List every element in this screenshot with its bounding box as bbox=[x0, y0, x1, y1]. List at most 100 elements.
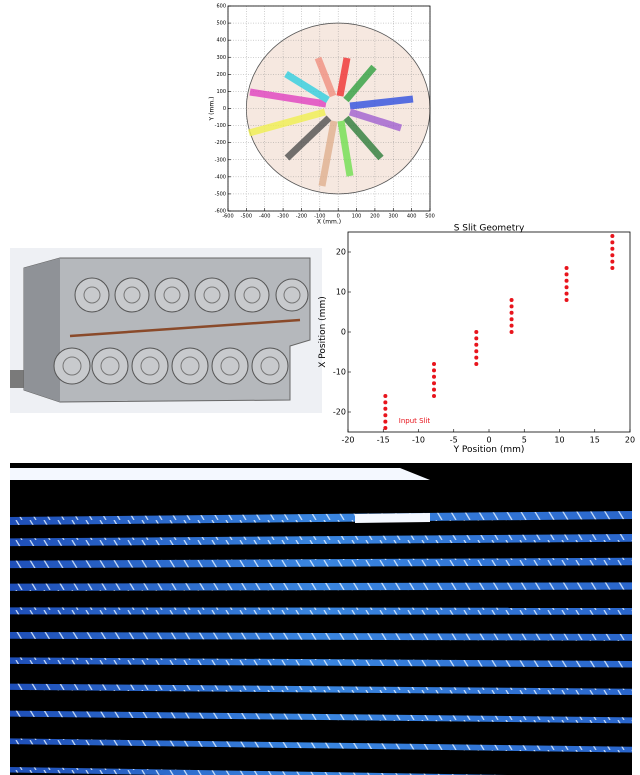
point bbox=[610, 240, 614, 244]
x-tick-label: -500 bbox=[241, 214, 252, 220]
y-tick-label: -100 bbox=[215, 123, 226, 129]
mount bbox=[276, 279, 308, 311]
mount bbox=[75, 278, 109, 312]
x-tick-label: 500 bbox=[425, 214, 435, 220]
point bbox=[510, 330, 514, 334]
point bbox=[610, 234, 614, 238]
x-tick-label: 20 bbox=[625, 436, 635, 445]
spectrum-saturated-band bbox=[10, 468, 430, 480]
y-tick-label: 400 bbox=[216, 38, 226, 44]
point bbox=[565, 285, 569, 289]
point bbox=[432, 375, 436, 379]
x-tick-label: 10 bbox=[554, 436, 564, 445]
y-tick-label: 0 bbox=[341, 328, 346, 337]
point bbox=[474, 349, 478, 353]
point bbox=[565, 272, 569, 276]
point bbox=[383, 400, 387, 404]
mount bbox=[115, 278, 149, 312]
page: -600-500-400-300-200-1000100200300400500… bbox=[0, 0, 640, 775]
x-tick-label: -400 bbox=[259, 214, 270, 220]
point bbox=[610, 266, 614, 270]
x-tick-label: 300 bbox=[388, 214, 398, 220]
y-tick-label: -300 bbox=[215, 157, 226, 163]
point bbox=[383, 420, 387, 424]
mount bbox=[235, 278, 269, 312]
point bbox=[510, 317, 514, 321]
point bbox=[610, 253, 614, 257]
x-tick-label: 15 bbox=[590, 436, 600, 445]
y-axis-label: X Position (mm) bbox=[318, 296, 328, 368]
mount bbox=[252, 348, 288, 384]
mount bbox=[92, 348, 128, 384]
mount bbox=[172, 348, 208, 384]
point bbox=[432, 368, 436, 372]
x-tick-label: -20 bbox=[341, 436, 354, 445]
x-axis-label: X (mm.) bbox=[317, 219, 341, 226]
y-tick-label: 300 bbox=[216, 55, 226, 61]
y-tick-label: -600 bbox=[215, 209, 226, 215]
point bbox=[432, 394, 436, 398]
point bbox=[474, 362, 478, 366]
cad-side bbox=[24, 258, 60, 402]
point bbox=[383, 426, 387, 430]
point bbox=[565, 298, 569, 302]
emission-lines bbox=[10, 582, 632, 590]
point bbox=[474, 356, 478, 360]
x-tick-label: 200 bbox=[370, 214, 380, 220]
point bbox=[383, 394, 387, 398]
saturated-segment bbox=[355, 513, 430, 523]
point bbox=[510, 324, 514, 328]
point bbox=[610, 247, 614, 251]
point bbox=[383, 413, 387, 417]
x-tick-label: -10 bbox=[412, 436, 425, 445]
y-tick-label: 100 bbox=[216, 89, 226, 95]
mount bbox=[195, 278, 229, 312]
y-axis-label: Y (mm.) bbox=[209, 97, 216, 122]
point bbox=[610, 260, 614, 264]
mount bbox=[54, 348, 90, 384]
chart: -20 -15 -10 -5 0 5 10 15 20 -20 -10 0 10 20 Y Position… bbox=[318, 224, 635, 456]
chart-title: S Slit Geometry bbox=[454, 224, 525, 234]
x-tick-label: -5 bbox=[450, 436, 458, 445]
x-axis-label: Y Position (mm) bbox=[453, 445, 525, 455]
y-tick-label: -10 bbox=[333, 368, 346, 377]
y-tick-label: 600 bbox=[216, 4, 226, 10]
plot-frame bbox=[348, 232, 630, 432]
figure: -600-500-400-300-200-1000100200300400500… bbox=[0, 0, 640, 775]
point bbox=[510, 304, 514, 308]
x-tick-label: -300 bbox=[277, 214, 288, 220]
point bbox=[432, 388, 436, 392]
point bbox=[510, 298, 514, 302]
y-tick-label: -500 bbox=[215, 191, 226, 197]
y-tick-label: 500 bbox=[216, 21, 226, 27]
point bbox=[474, 336, 478, 340]
annotation: Input Slit bbox=[399, 417, 431, 425]
y-tick-label: -200 bbox=[215, 140, 226, 146]
x-tick-label: 100 bbox=[352, 214, 362, 220]
y-tick-label: -20 bbox=[333, 408, 346, 417]
mount bbox=[132, 348, 168, 384]
point bbox=[474, 330, 478, 334]
point bbox=[510, 311, 514, 315]
y-tick-label: 10 bbox=[336, 288, 346, 297]
y-tick-label: 200 bbox=[216, 72, 226, 78]
point bbox=[474, 343, 478, 347]
y-tick-label: 20 bbox=[336, 248, 346, 257]
point bbox=[383, 407, 387, 411]
emission-lines bbox=[10, 607, 632, 614]
point bbox=[565, 279, 569, 283]
y-tick-label: -400 bbox=[215, 174, 226, 180]
cad-render bbox=[10, 248, 322, 413]
point bbox=[432, 362, 436, 366]
point bbox=[565, 266, 569, 270]
point bbox=[432, 381, 436, 385]
x-tick-label: -200 bbox=[296, 214, 307, 220]
x-tick-label: -15 bbox=[377, 436, 390, 445]
point bbox=[565, 292, 569, 296]
spectrum-image bbox=[10, 463, 632, 775]
mount bbox=[155, 278, 189, 312]
x-tick-label: 0 bbox=[486, 436, 491, 445]
y-tick-label: 0 bbox=[223, 106, 226, 112]
x-tick-label: 5 bbox=[522, 436, 527, 445]
x-tick-label: 400 bbox=[407, 214, 417, 220]
